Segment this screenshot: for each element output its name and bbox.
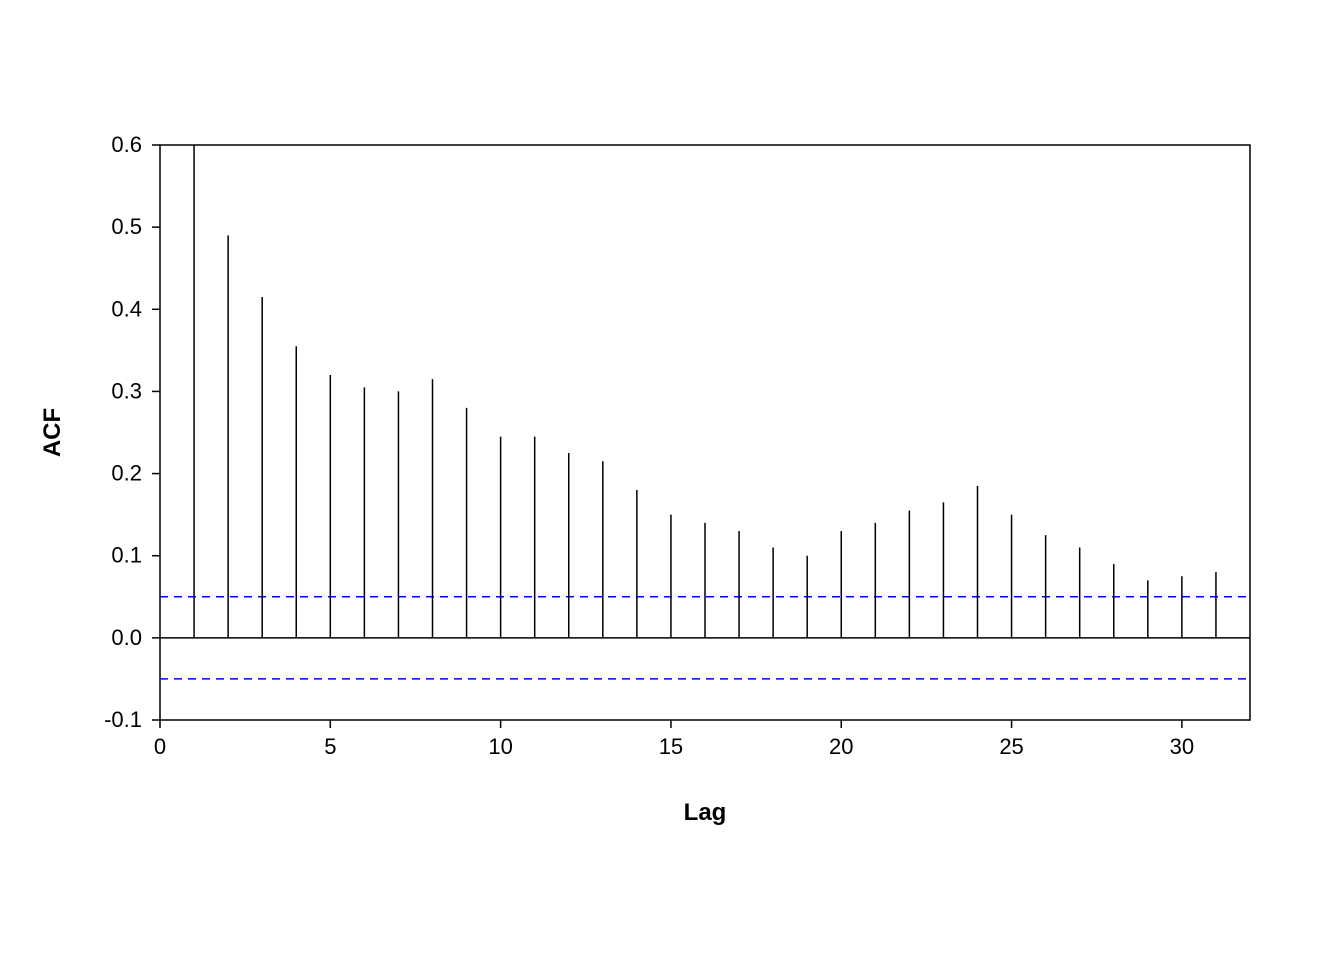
x-tick-label: 0	[154, 734, 166, 759]
y-tick-label: 0.6	[111, 132, 142, 157]
y-tick-label: 0.5	[111, 214, 142, 239]
y-axis-label: ACF	[39, 408, 66, 457]
x-tick-label: 25	[999, 734, 1023, 759]
y-tick-label: 0.2	[111, 461, 142, 486]
acf-chart: 0 5 10 15 20 25 30 -0.1 0.0 0.1 0.2 0.3 0.4 0.5 0.6 Lag…	[0, 0, 1344, 960]
acf-svg: 0 5 10 15 20 25 30 -0.1 0.0 0.1 0.2 0.3 0.4 0.5 0.6 Lag…	[0, 0, 1344, 960]
y-tick-label: 0.3	[111, 378, 142, 403]
x-tick-label: 30	[1170, 734, 1194, 759]
x-tick-label: 15	[659, 734, 683, 759]
x-axis-label: Lag	[684, 799, 727, 826]
y-tick-label: -0.1	[104, 707, 142, 732]
y-tick-label: 0.0	[111, 625, 142, 650]
x-tick-label: 20	[829, 734, 853, 759]
y-tick-label: 0.4	[111, 296, 142, 321]
x-tick-label: 10	[488, 734, 512, 759]
y-tick-label: 0.1	[111, 543, 142, 568]
chart-bg	[0, 0, 1344, 960]
x-tick-label: 5	[324, 734, 336, 759]
